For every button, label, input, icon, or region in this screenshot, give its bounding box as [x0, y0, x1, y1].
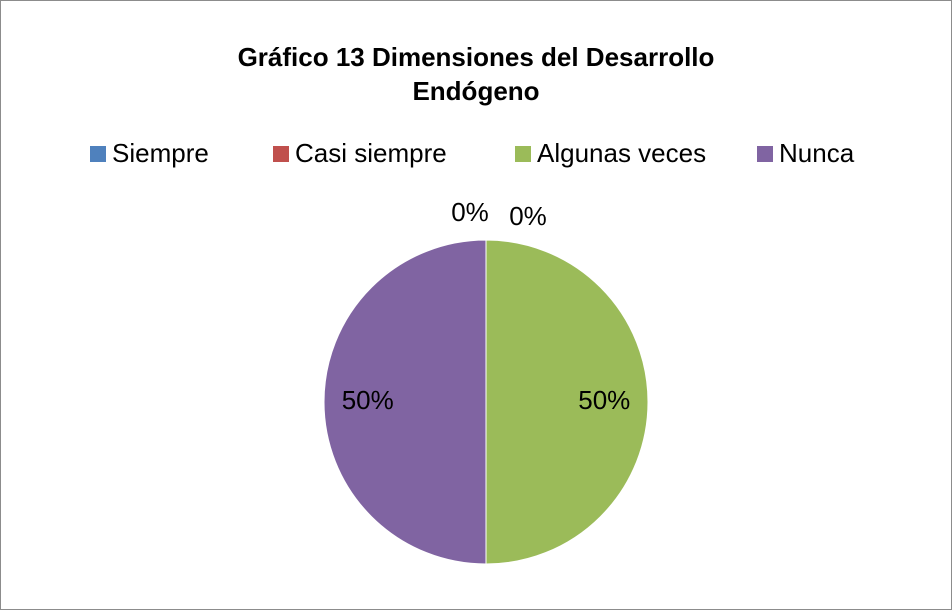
pie-slice [485, 239, 649, 565]
data-label: 50% [342, 385, 394, 415]
data-label: 0% [451, 197, 489, 227]
legend-swatch [515, 146, 531, 162]
legend-swatch [757, 146, 773, 162]
legend-label: Siempre [112, 138, 209, 168]
legend-swatch [273, 146, 289, 162]
legend-label: Algunas veces [537, 138, 706, 168]
data-label: 0% [509, 201, 547, 231]
data-label: 50% [578, 385, 630, 415]
legend-swatch [90, 146, 106, 162]
pie-slice [323, 239, 487, 565]
chart-title: Gráfico 13 Dimensiones del Desarrollo En… [237, 42, 715, 106]
legend-label: Casi siempre [295, 138, 447, 168]
legend-label: Nunca [779, 138, 855, 168]
